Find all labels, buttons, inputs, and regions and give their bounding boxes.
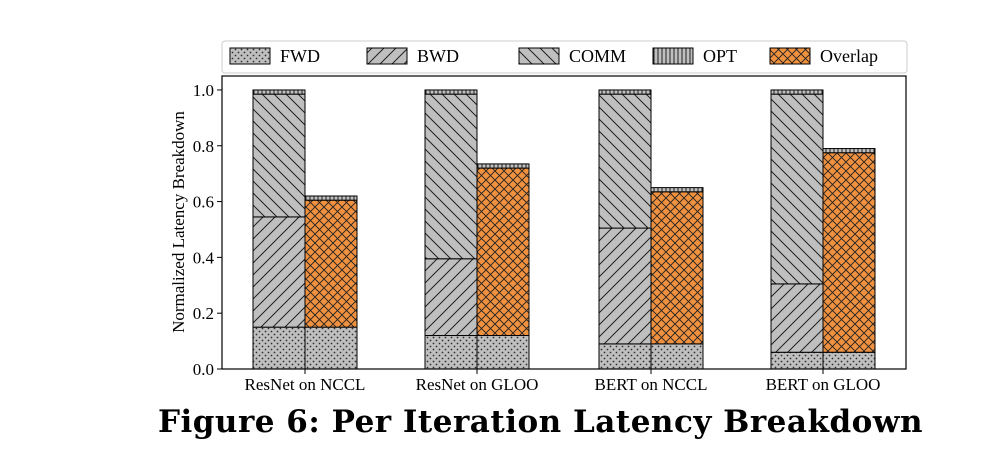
bar-resnet-on-nccl-overlap-fwd [304,326,358,370]
figure-caption: Figure 6: Per Iteration Latency Breakdow… [157,404,924,440]
bar-resnet-on-nccl-overlap-opt [304,195,358,201]
bar-bert-on-nccl-non-overlap-fwd [598,343,652,370]
legend: FWD BWD COMM OPT Overlap [221,40,908,74]
bar-resnet-on-gloo-non-overlap-bwd [424,258,478,337]
plot-area: 0.0 0.2 0.4 0.6 0.8 1.0 ResNet on NCCL ResNet o… [193,75,907,394]
bar-bert-on-gloo-overlap-opt [822,148,876,154]
y-tick-label: 0.2 [193,304,214,323]
x-tick-label-resnet-on-gloo: ResNet on GLOO [416,375,539,394]
bar-resnet-on-gloo-non-overlap-comm [424,93,478,260]
bar-bert-on-nccl-non-overlap-bwd [598,227,652,345]
legend-swatch-fwd [229,47,271,65]
bar-bert-on-nccl-overlap-opt [650,187,704,193]
bar-bert-on-nccl-overlap-fwd [650,343,704,370]
bar-bert-on-gloo-overlap-fwd [822,351,876,370]
bar-bert-on-nccl-non-overlap-comm [598,93,652,229]
bar-bert-on-nccl-overlap-overlap [650,191,704,345]
legend-label-bwd: BWD [417,46,459,66]
bar-resnet-on-gloo-non-overlap-fwd [424,335,478,370]
bar-resnet-on-nccl-non-overlap-opt [252,89,306,95]
plot-frame [221,75,907,370]
bar-bert-on-gloo-non-overlap-comm [770,93,824,285]
legend-label-overlap: Overlap [820,46,878,66]
x-tick-label-bert-on-gloo: BERT on GLOO [766,375,881,394]
bar-resnet-on-gloo-overlap-fwd [476,335,530,370]
legend-label-fwd: FWD [280,46,320,66]
legend-swatch-bwd [366,47,408,65]
bar-resnet-on-gloo-non-overlap-opt [424,89,478,95]
bar-resnet-on-nccl-non-overlap-bwd [252,216,306,328]
bar-bert-on-gloo-non-overlap-bwd [770,283,824,353]
bar-bert-on-nccl-non-overlap-opt [598,89,652,95]
bar-resnet-on-gloo-overlap-opt [476,163,530,169]
legend-swatch-overlap [769,47,811,65]
x-tick-label-resnet-on-nccl: ResNet on NCCL [245,375,366,394]
legend-swatch-comm [518,47,560,65]
bar-bert-on-gloo-overlap-overlap [822,152,876,353]
latency-breakdown-chart: FWD BWD COMM OPT Overlap 0.0 0.2 0.4 0.6 0.8 1.0 R… [169,40,908,394]
bar-resnet-on-gloo-overlap-overlap [476,167,530,337]
legend-swatch-opt [652,47,694,65]
bar-bert-on-gloo-non-overlap-fwd [770,351,824,370]
y-tick-label: 0.4 [193,248,215,267]
bar-resnet-on-nccl-overlap-overlap [304,199,358,328]
y-tick-label: 0.0 [193,360,214,379]
x-tick-label-bert-on-nccl: BERT on NCCL [595,375,708,394]
legend-label-opt: OPT [703,46,737,66]
y-tick-label: 0.8 [193,137,214,156]
y-tick-label: 1.0 [193,81,214,100]
bar-resnet-on-nccl-non-overlap-fwd [252,326,306,370]
y-axis-label: Normalized Latency Breakdown [169,111,188,333]
legend-label-comm: COMM [569,46,626,66]
bar-bert-on-gloo-non-overlap-opt [770,89,824,95]
y-tick-label: 0.6 [193,193,214,212]
bar-resnet-on-nccl-non-overlap-comm [252,93,306,218]
